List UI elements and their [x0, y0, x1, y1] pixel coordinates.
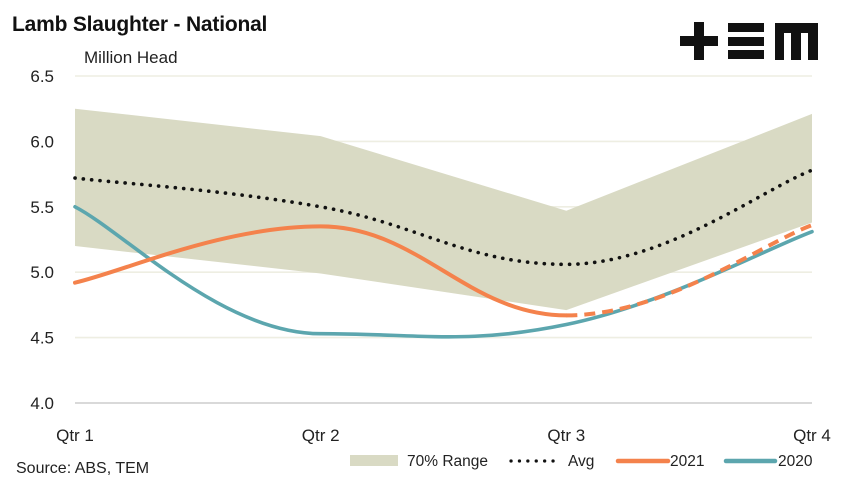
- series-2021-forecast-line: [566, 223, 813, 318]
- legend-label-2020: 2020: [778, 453, 813, 470]
- legend-label-avg: Avg: [568, 453, 594, 470]
- range-band-70pct: [75, 108, 812, 311]
- source-note: Source: ABS, TEM: [16, 460, 150, 477]
- logo-e-bar-2: [728, 37, 764, 46]
- legend-label-range: 70% Range: [407, 453, 488, 470]
- logo-e-bar-1: [728, 23, 764, 32]
- series-avg-line: [73, 168, 814, 267]
- y-tick-label: 5.0: [30, 263, 54, 282]
- y-tick-label: 4.5: [30, 329, 54, 348]
- y-axis-unit-label: Million Head: [84, 48, 178, 67]
- x-tick-label: Qtr 1: [56, 426, 94, 445]
- plot-area: [73, 108, 814, 339]
- series-2021-line: [73, 224, 569, 318]
- y-tick-label: 6.0: [30, 132, 54, 151]
- tem-logo-icon: [680, 22, 818, 60]
- legend-swatch-range: [350, 455, 398, 466]
- y-tick-label: 5.5: [30, 198, 54, 217]
- x-tick-label: Qtr 3: [547, 426, 585, 445]
- x-axis-ticks: Qtr 1 Qtr 2 Qtr 3 Qtr 4: [56, 426, 831, 445]
- y-axis-ticks: 4.0 4.5 5.0 5.5 6.0 6.5: [30, 67, 54, 413]
- y-tick-label: 6.5: [30, 67, 54, 86]
- legend-label-2021: 2021: [670, 453, 704, 470]
- x-tick-label: Qtr 2: [302, 426, 340, 445]
- legend: 70% Range Avg 2021 2020: [350, 453, 813, 470]
- logo-plus-v: [694, 22, 704, 60]
- logo-e-bar-3: [728, 50, 764, 59]
- logo-m: [775, 23, 818, 60]
- y-tick-label: 4.0: [30, 394, 54, 413]
- x-tick-label: Qtr 4: [793, 426, 831, 445]
- chart-title: Lamb Slaughter - National: [12, 13, 268, 36]
